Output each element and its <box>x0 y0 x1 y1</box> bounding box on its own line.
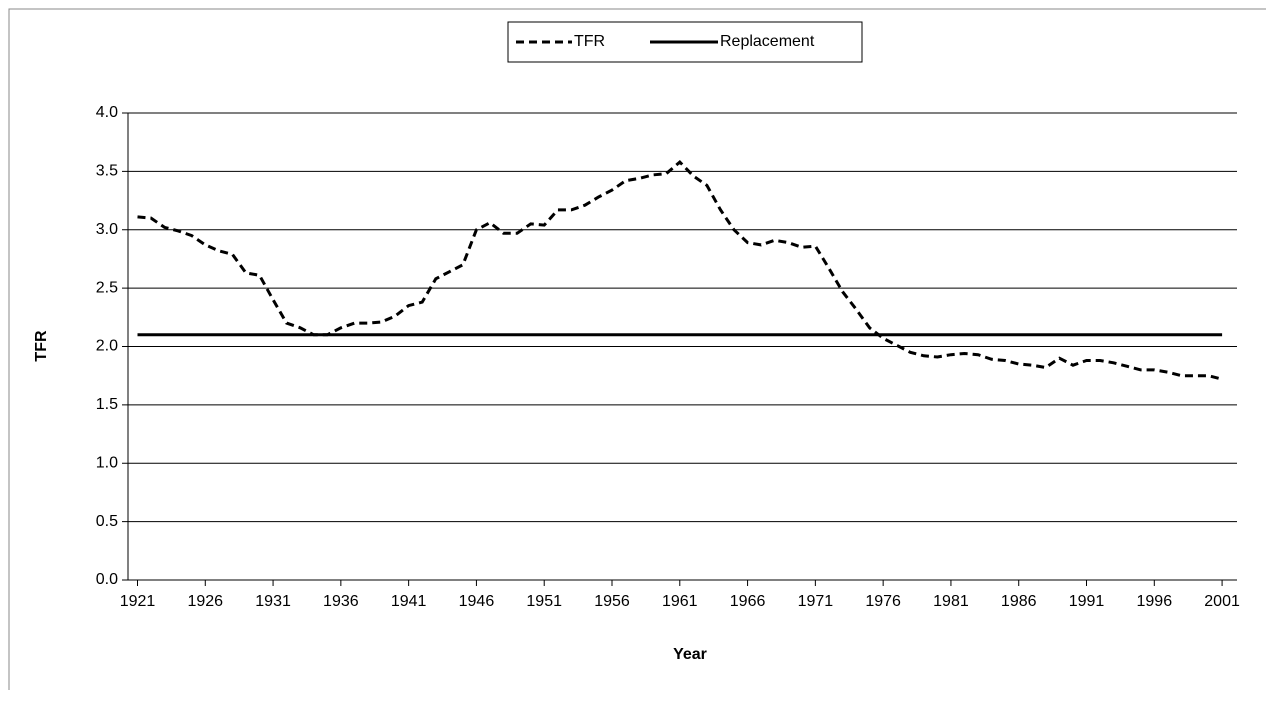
x-tick-label: 1966 <box>730 593 766 610</box>
y-axis-label: TFR <box>33 330 50 362</box>
x-tick-label: 2001 <box>1204 593 1240 610</box>
y-tick-label: 1.5 <box>96 396 118 413</box>
x-tick-label: 1971 <box>798 593 834 610</box>
legend-label: Replacement <box>720 33 815 50</box>
y-tick-label: 1.0 <box>96 454 118 471</box>
y-tick-label: 2.0 <box>96 338 118 355</box>
x-tick-label: 1921 <box>120 593 156 610</box>
y-tick-label: 0.5 <box>96 513 118 530</box>
x-tick-label: 1991 <box>1069 593 1105 610</box>
legend-label: TFR <box>574 33 605 50</box>
y-tick-label: 2.5 <box>96 279 118 296</box>
x-axis-label: Year <box>673 646 707 663</box>
y-tick-label: 0.0 <box>96 571 118 588</box>
x-tick-label: 1936 <box>323 593 359 610</box>
y-tick-label: 3.5 <box>96 163 118 180</box>
x-tick-label: 1961 <box>662 593 698 610</box>
y-tick-label: 4.0 <box>96 104 118 121</box>
x-tick-label: 1951 <box>526 593 562 610</box>
x-tick-label: 1956 <box>594 593 630 610</box>
series-line <box>137 159 1223 381</box>
x-tick-label: 1941 <box>391 593 427 610</box>
x-tick-label: 1931 <box>255 593 291 610</box>
x-tick-label: 1946 <box>459 593 495 610</box>
chart-frame <box>8 8 1266 690</box>
x-tick-label: 1976 <box>865 593 901 610</box>
x-tick-label: 1926 <box>187 593 223 610</box>
x-tick-label: 1981 <box>933 593 969 610</box>
y-tick-label: 3.0 <box>96 221 118 238</box>
x-tick-label: 1996 <box>1137 593 1173 610</box>
x-tick-label: 1986 <box>1001 593 1037 610</box>
